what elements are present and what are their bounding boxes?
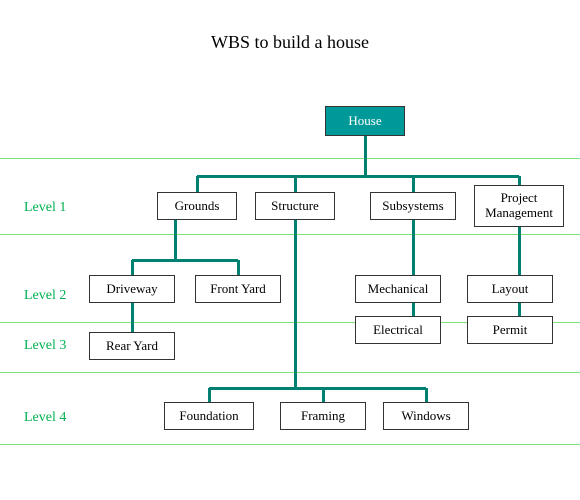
node-permit: Permit [467,316,553,344]
connector [196,176,199,192]
level-label: Level 3 [24,338,66,354]
node-structure: Structure [255,192,335,220]
node-grounds: Grounds [157,192,237,220]
node-root: House [325,106,405,136]
node-layout: Layout [467,275,553,303]
connector [132,259,238,262]
wbs-diagram: WBS to build a house Level 1 Level 2 Level… [0,0,580,500]
connector [208,388,211,402]
connector [425,388,428,402]
node-mechanical: Mechanical [355,275,441,303]
node-foundation: Foundation [164,402,254,430]
level-divider [0,372,580,373]
level-label: Level 1 [24,200,66,216]
connector [131,260,134,275]
level-divider [0,158,580,159]
connector [131,303,134,332]
diagram-title: WBS to build a house [0,32,580,53]
node-rearyard: Rear Yard [89,332,175,360]
level-label: Level 2 [24,288,66,304]
node-framing: Framing [280,402,366,430]
connector [412,176,415,192]
level-label: Level 4 [24,410,66,426]
connector [518,176,521,185]
level-divider [0,444,580,445]
connector [294,176,297,192]
node-windows: Windows [383,402,469,430]
node-frontyard: Front Yard [195,275,281,303]
connector [174,220,177,260]
node-subsystems: Subsystems [370,192,456,220]
node-electrical: Electrical [355,316,441,344]
connector [294,220,297,388]
connector [322,388,325,402]
node-driveway: Driveway [89,275,175,303]
node-pm: Project Management [474,185,564,227]
connector [209,387,426,390]
connector [364,136,367,176]
level-divider [0,234,580,235]
connector [237,260,240,275]
connector [197,175,519,178]
